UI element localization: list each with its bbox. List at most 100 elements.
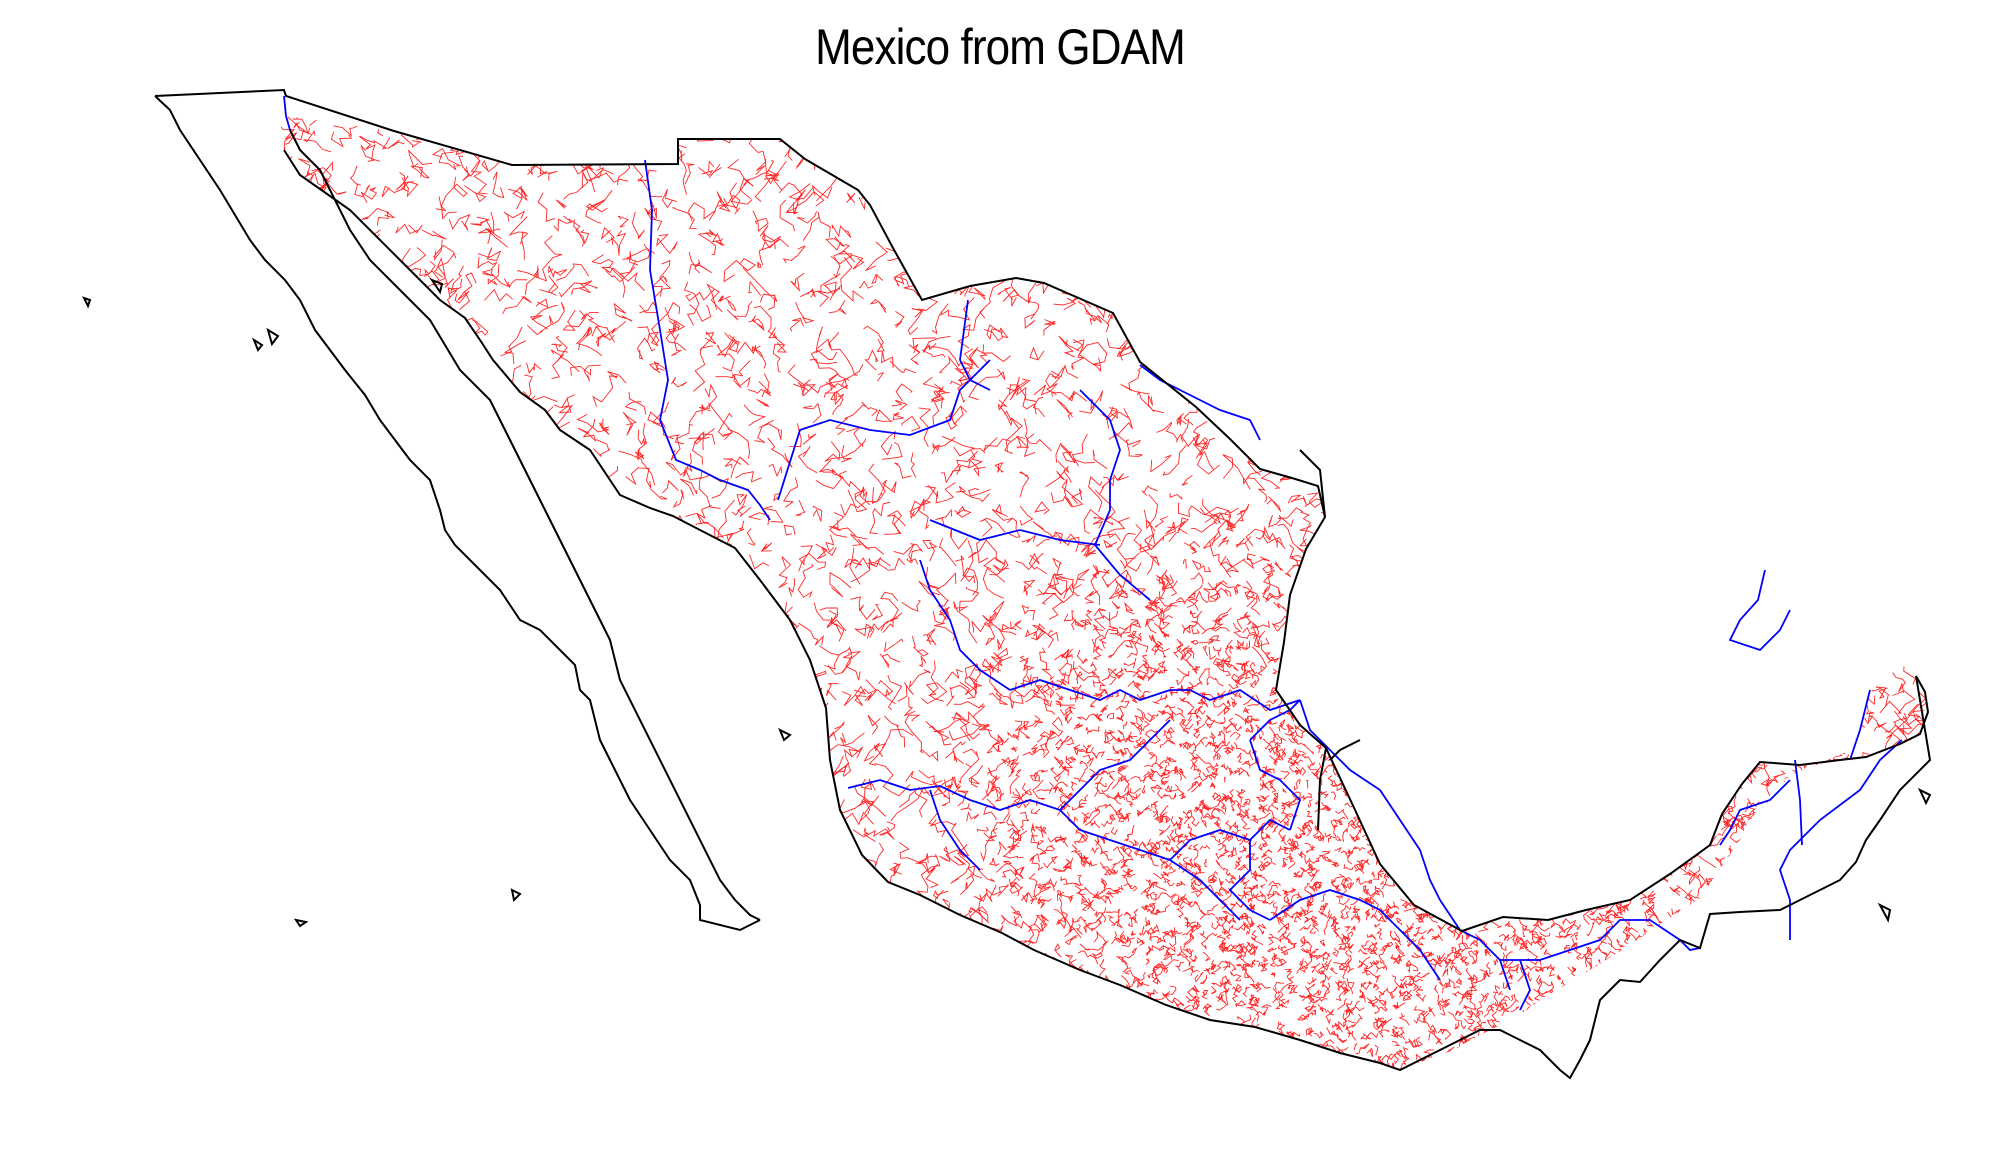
municipal-boundary: [1627, 927, 1639, 943]
municipal-boundary: [1144, 521, 1176, 548]
municipal-boundary: [1784, 631, 1810, 660]
municipal-boundary: [502, 868, 526, 897]
municipal-boundary: [1180, 946, 1191, 967]
municipal-boundary: [622, 251, 639, 266]
municipal-boundary: [1655, 399, 1676, 441]
municipal-boundary: [1391, 403, 1416, 430]
municipal-boundary: [1584, 433, 1603, 461]
municipal-boundary: [996, 194, 1007, 217]
municipal-boundary: [830, 391, 845, 406]
municipal-boundary: [1680, 193, 1699, 207]
municipal-boundary: [1164, 704, 1176, 709]
municipal-boundary: [993, 652, 1003, 673]
municipal-boundary: [1203, 967, 1211, 975]
municipal-boundary: [607, 370, 627, 384]
municipal-boundary: [373, 663, 390, 678]
municipal-boundary: [935, 572, 957, 602]
municipal-boundary: [1326, 612, 1336, 631]
municipal-boundary: [1335, 809, 1349, 820]
municipal-boundary: [1815, 764, 1823, 772]
municipal-boundary: [572, 157, 601, 169]
municipal-boundary: [1424, 740, 1431, 752]
municipal-boundary: [1224, 589, 1232, 597]
municipal-boundary: [1156, 421, 1178, 443]
municipal-boundary: [220, 898, 239, 921]
municipal-boundary: [1350, 406, 1368, 423]
municipal-boundary: [1392, 443, 1413, 471]
municipal-boundary: [810, 350, 838, 365]
municipal-boundary: [1528, 245, 1540, 258]
municipal-boundary: [1525, 724, 1536, 735]
municipal-boundary: [1573, 276, 1589, 288]
municipal-boundary: [1783, 387, 1807, 415]
municipal-boundary: [1262, 738, 1271, 750]
municipal-boundary: [422, 931, 447, 958]
municipal-boundary: [1289, 838, 1295, 849]
municipal-boundary: [892, 213, 904, 237]
municipal-boundary: [280, 437, 288, 450]
municipal-boundary: [218, 594, 237, 619]
municipal-boundary: [1930, 756, 1950, 779]
municipal-boundary: [628, 129, 670, 182]
municipal-boundary: [1168, 705, 1186, 719]
municipal-boundary: [686, 736, 699, 765]
municipal-boundary: [1290, 380, 1316, 403]
municipal-boundary: [1940, 799, 1960, 810]
municipal-boundary: [193, 821, 217, 838]
municipal-boundary: [1178, 767, 1187, 779]
municipal-boundary: [912, 954, 933, 962]
municipal-boundary: [758, 238, 790, 266]
municipal-boundary: [1147, 395, 1155, 413]
municipal-boundary: [1729, 163, 1752, 183]
municipal-boundary: [1807, 572, 1824, 593]
municipal-boundary: [1418, 934, 1425, 946]
municipal-boundary: [921, 347, 946, 358]
municipal-boundary: [1693, 854, 1717, 869]
municipal-boundary: [1469, 852, 1480, 861]
municipal-boundary: [1088, 138, 1111, 155]
municipal-boundary: [1436, 790, 1445, 799]
municipal-boundary: [1770, 739, 1777, 751]
municipal-boundary: [1352, 846, 1366, 852]
municipal-boundary: [1460, 846, 1471, 853]
municipal-boundary: [1160, 959, 1179, 974]
municipal-boundary: [1071, 433, 1088, 467]
municipal-boundary: [455, 590, 472, 613]
municipal-boundary: [1332, 783, 1343, 792]
municipal-boundary: [528, 715, 547, 737]
municipal-boundary: [1271, 621, 1293, 632]
municipal-boundary: [182, 570, 214, 594]
municipal-boundary: [1343, 864, 1354, 870]
municipal-boundary: [1510, 519, 1538, 526]
municipal-boundary: [1481, 803, 1496, 810]
municipal-boundary: [1587, 216, 1601, 246]
municipal-boundary: [305, 966, 330, 989]
municipal-boundary: [217, 371, 253, 401]
municipal-boundary: [730, 456, 750, 479]
municipal-boundary: [775, 789, 790, 804]
municipal-boundary: [1508, 684, 1535, 707]
municipal-boundary: [1883, 632, 1899, 658]
municipal-boundary: [313, 606, 333, 624]
municipal-boundary: [1282, 904, 1295, 918]
municipal-boundary: [1209, 831, 1216, 836]
municipal-boundary: [1851, 694, 1876, 712]
municipal-boundary: [601, 692, 632, 719]
municipal-boundary: [1120, 776, 1130, 793]
municipal-boundary: [661, 189, 677, 209]
municipal-boundary: [1719, 696, 1747, 717]
municipal-boundary: [1410, 696, 1421, 707]
municipal-boundary: [1190, 754, 1197, 762]
municipal-boundary: [1138, 690, 1151, 700]
municipal-boundary: [1289, 844, 1300, 852]
municipal-boundary: [1756, 651, 1773, 665]
municipal-boundary: [528, 709, 544, 728]
municipal-boundary: [303, 129, 332, 153]
municipal-boundary: [1519, 939, 1536, 949]
municipal-boundary: [156, 682, 184, 697]
municipal-boundary: [1078, 661, 1098, 674]
municipal-boundary: [1910, 912, 1928, 934]
municipal-boundary: [788, 578, 796, 597]
municipal-boundary: [492, 905, 510, 924]
municipal-boundary: [1736, 894, 1755, 920]
